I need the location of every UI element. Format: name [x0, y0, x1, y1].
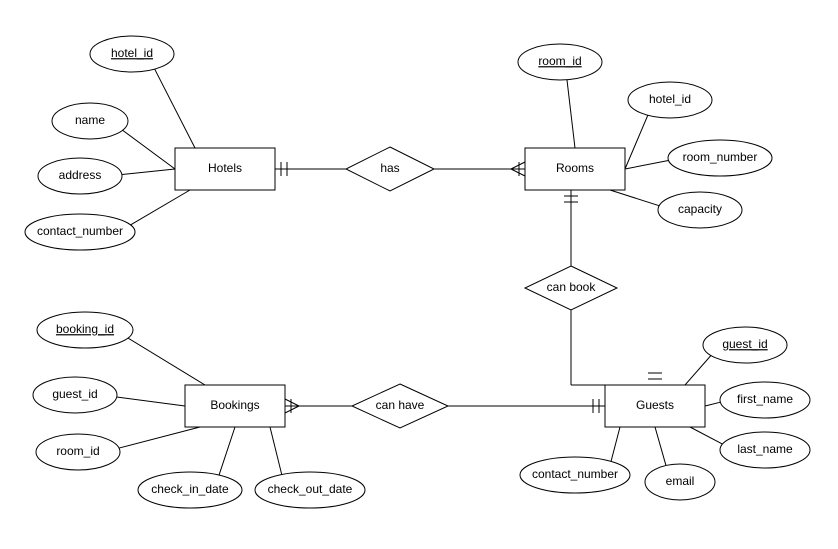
attr-h_name: name: [52, 103, 128, 139]
rel-label: has: [380, 161, 399, 175]
attr-g_email: email: [645, 464, 715, 500]
attr-h_address: address: [38, 158, 122, 194]
attr-label: name: [75, 113, 105, 127]
attr-b_guest_id: guest_id: [33, 377, 117, 413]
entity-hotels: Hotels: [175, 148, 275, 190]
attr-label: guest_id: [52, 387, 97, 401]
attr-room_number: room_number: [668, 140, 772, 176]
attr-capacity: capacity: [658, 192, 742, 228]
attr-check_in: check_in_date: [138, 472, 242, 508]
attr-label: first_name: [737, 392, 793, 406]
attr-label: guest_id: [722, 337, 767, 351]
attr-label: contact_number: [37, 224, 123, 238]
entities: Hotels Rooms Bookings Guests: [175, 148, 705, 427]
attr-r_hotel_id: hotel_id: [628, 82, 712, 118]
attr-label: contact_number: [532, 467, 618, 481]
attr-label: room_id: [56, 444, 99, 458]
attr-check_out: check_out_date: [255, 472, 365, 508]
attr-room_id: room_id: [518, 44, 602, 80]
attr-label: hotel_id: [649, 92, 691, 106]
entity-label: Bookings: [210, 398, 259, 412]
attr-label: hotel_id: [111, 46, 153, 60]
attr-guest_id: guest_id: [703, 327, 787, 363]
attr-label: room_id: [538, 54, 581, 68]
entity-rooms: Rooms: [525, 148, 625, 190]
attr-label: address: [59, 168, 102, 182]
entity-guests: Guests: [605, 385, 705, 427]
attr-booking_id: booking_id: [37, 312, 133, 348]
attr-label: check_in_date: [151, 482, 229, 496]
attr-label: capacity: [678, 202, 722, 216]
entity-bookings: Bookings: [185, 385, 285, 427]
attr-first_name: first_name: [720, 382, 810, 418]
attr-label: email: [666, 474, 695, 488]
attr-label: check_out_date: [268, 482, 353, 496]
attr-last_name: last_name: [720, 432, 810, 468]
entity-label: Rooms: [556, 161, 594, 175]
rel-label: can book: [547, 280, 597, 294]
er-diagram: hotel_idname address contact_number room_id…: [0, 0, 838, 549]
attr-g_contact: contact_number: [520, 457, 630, 493]
attr-b_room_id: room_id: [36, 434, 120, 470]
attr-h_contact: contact_number: [25, 214, 135, 250]
entity-label: Hotels: [208, 161, 242, 175]
attr-label: booking_id: [56, 322, 114, 336]
rel-canbook: can book: [525, 266, 617, 310]
attr-label: last_name: [737, 442, 793, 456]
attr-hotel_id: hotel_id: [90, 36, 174, 72]
rel-canhave: can have: [352, 384, 448, 428]
attr-label: room_number: [683, 150, 758, 164]
entity-label: Guests: [636, 398, 674, 412]
attributes: hotel_idname address contact_number room_id…: [25, 36, 810, 508]
rel-has: has: [346, 147, 434, 191]
rel-label: can have: [376, 398, 425, 412]
